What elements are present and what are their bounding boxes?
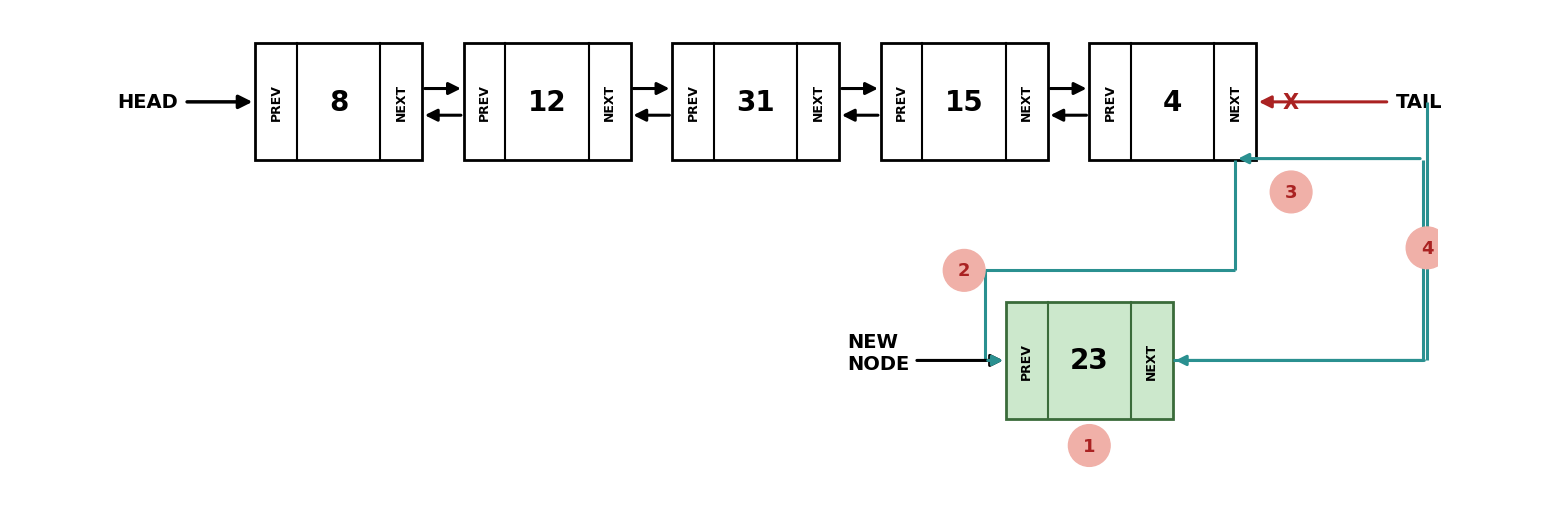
Circle shape xyxy=(944,250,985,291)
Text: 15: 15 xyxy=(946,89,983,117)
Circle shape xyxy=(1068,425,1110,467)
Bar xyxy=(881,44,1047,161)
Text: 23: 23 xyxy=(1069,347,1109,375)
Text: PREV: PREV xyxy=(1104,84,1116,121)
Text: PREV: PREV xyxy=(895,84,908,121)
Text: X: X xyxy=(1283,93,1300,113)
Text: PREV: PREV xyxy=(270,84,282,121)
Text: NEXT: NEXT xyxy=(395,84,408,121)
Text: 2: 2 xyxy=(958,262,971,280)
Text: NEXT: NEXT xyxy=(812,84,825,121)
Circle shape xyxy=(1406,228,1447,269)
Text: 8: 8 xyxy=(329,89,348,117)
Text: 4: 4 xyxy=(1421,239,1433,258)
Text: 1: 1 xyxy=(1083,437,1096,454)
Text: NEW
NODE: NEW NODE xyxy=(848,332,909,373)
Text: NEXT: NEXT xyxy=(1229,84,1242,121)
Text: TAIL: TAIL xyxy=(1396,93,1443,112)
Text: PREV: PREV xyxy=(1021,342,1033,379)
Text: 12: 12 xyxy=(528,89,566,117)
Text: NEXT: NEXT xyxy=(1145,342,1159,379)
Bar xyxy=(1005,302,1173,419)
Text: PREV: PREV xyxy=(478,84,491,121)
Bar xyxy=(464,44,630,161)
Bar xyxy=(673,44,839,161)
Text: NEXT: NEXT xyxy=(604,84,616,121)
Circle shape xyxy=(1270,172,1312,214)
Text: HEAD: HEAD xyxy=(118,93,179,112)
Text: 3: 3 xyxy=(1284,184,1297,201)
Text: NEXT: NEXT xyxy=(1021,84,1033,121)
Text: 31: 31 xyxy=(737,89,775,117)
Bar xyxy=(256,44,422,161)
Bar xyxy=(1090,44,1256,161)
Text: 4: 4 xyxy=(1163,89,1182,117)
Text: PREV: PREV xyxy=(687,84,699,121)
